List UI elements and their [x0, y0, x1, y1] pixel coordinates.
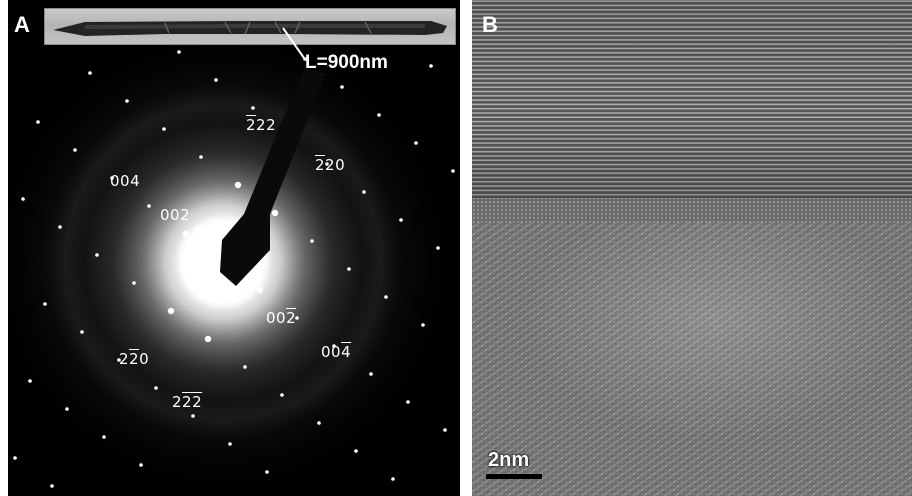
diffraction-spot	[177, 50, 181, 54]
diffraction-spot	[162, 127, 166, 131]
diffraction-spot	[43, 302, 47, 306]
scale-bar-group: 2nm	[486, 450, 544, 479]
diffraction-pattern-image	[8, 0, 460, 496]
diffraction-spot	[362, 190, 366, 194]
diffraction-spot	[125, 99, 129, 103]
diffraction-spot	[110, 176, 114, 180]
diffraction-spot	[13, 456, 17, 460]
diffraction-spot	[271, 209, 279, 217]
diffraction-spot	[347, 267, 351, 271]
diffraction-spot	[21, 197, 25, 201]
nanowire-inset-micrograph	[44, 8, 456, 45]
diffraction-spot	[28, 379, 32, 383]
diffraction-spot	[95, 253, 99, 257]
diffraction-spot	[228, 442, 232, 446]
diffraction-spot	[332, 344, 336, 348]
miller-index-004-right: 004	[321, 343, 352, 361]
diffraction-spot	[406, 400, 410, 404]
diffraction-spots	[13, 50, 455, 488]
diffraction-spot	[384, 295, 388, 299]
diffraction-spot	[377, 113, 381, 117]
miller-index-220-top: 220	[315, 156, 346, 174]
miller-index-002-left: 002	[160, 206, 191, 224]
diffraction-spot	[451, 169, 455, 173]
miller-index-004-left: 004	[110, 172, 141, 190]
panel-label-a: A	[14, 12, 30, 37]
diffraction-spot	[167, 307, 175, 315]
diffraction-spot	[73, 148, 77, 152]
diffraction-spot	[65, 407, 69, 411]
diffraction-spot	[251, 106, 255, 110]
diffraction-spot	[191, 414, 195, 418]
diffraction-spot	[256, 286, 264, 294]
diffraction-spot	[204, 335, 212, 343]
diffraction-spot	[325, 162, 329, 166]
panel-label-b: B	[482, 12, 498, 37]
miller-index-222-top: 222	[246, 116, 277, 134]
diffraction-spot	[36, 120, 40, 124]
diffraction-spot	[80, 330, 84, 334]
diffraction-spot	[243, 365, 247, 369]
diffraction-spot	[139, 463, 143, 467]
diffraction-spot	[414, 141, 418, 145]
interface-band	[472, 198, 912, 222]
miller-index-002-right: 002	[266, 309, 297, 327]
diffraction-spot	[50, 484, 54, 488]
beam-stop	[220, 68, 326, 286]
hrtem-lattice-image	[472, 0, 912, 496]
diffraction-spot	[182, 230, 190, 238]
diffraction-spot	[436, 246, 440, 250]
diffraction-spot	[265, 470, 269, 474]
diffraction-spot	[234, 181, 242, 189]
diffraction-spot	[310, 239, 314, 243]
panel-a-diffraction-pattern: A L=900nm 222 220 004 002 002 004 220 222	[8, 0, 460, 496]
nanowire-image	[53, 21, 447, 36]
diffraction-spot	[421, 323, 425, 327]
diffraction-spot	[340, 85, 344, 89]
diffraction-spot	[317, 421, 321, 425]
miller-index-220-bottom: 220	[119, 350, 150, 368]
diffraction-spot	[147, 204, 151, 208]
diffraction-spot	[399, 218, 403, 222]
scale-bar-label: 2nm	[488, 449, 530, 471]
diffraction-spot	[199, 155, 203, 159]
diffraction-spot	[88, 71, 92, 75]
diffraction-spot	[391, 477, 395, 481]
nanowire-length-label: L=900nm	[305, 52, 388, 73]
diffraction-spot	[102, 435, 106, 439]
scale-bar	[486, 474, 542, 479]
diffraction-spot	[369, 372, 373, 376]
diffraction-spot	[354, 449, 358, 453]
miller-index-222-bottom: 222	[172, 393, 203, 411]
diffraction-spot	[429, 64, 433, 68]
diffraction-spot	[154, 386, 158, 390]
diffraction-spot	[132, 281, 136, 285]
diffraction-spot	[117, 358, 121, 362]
diffraction-spot	[58, 225, 62, 229]
panel-b-hrtem-lattice: B 2nm	[472, 0, 912, 496]
diffraction-spot	[280, 393, 284, 397]
diffraction-spot	[214, 78, 218, 82]
diffraction-spot	[295, 316, 299, 320]
diffraction-spot	[443, 428, 447, 432]
